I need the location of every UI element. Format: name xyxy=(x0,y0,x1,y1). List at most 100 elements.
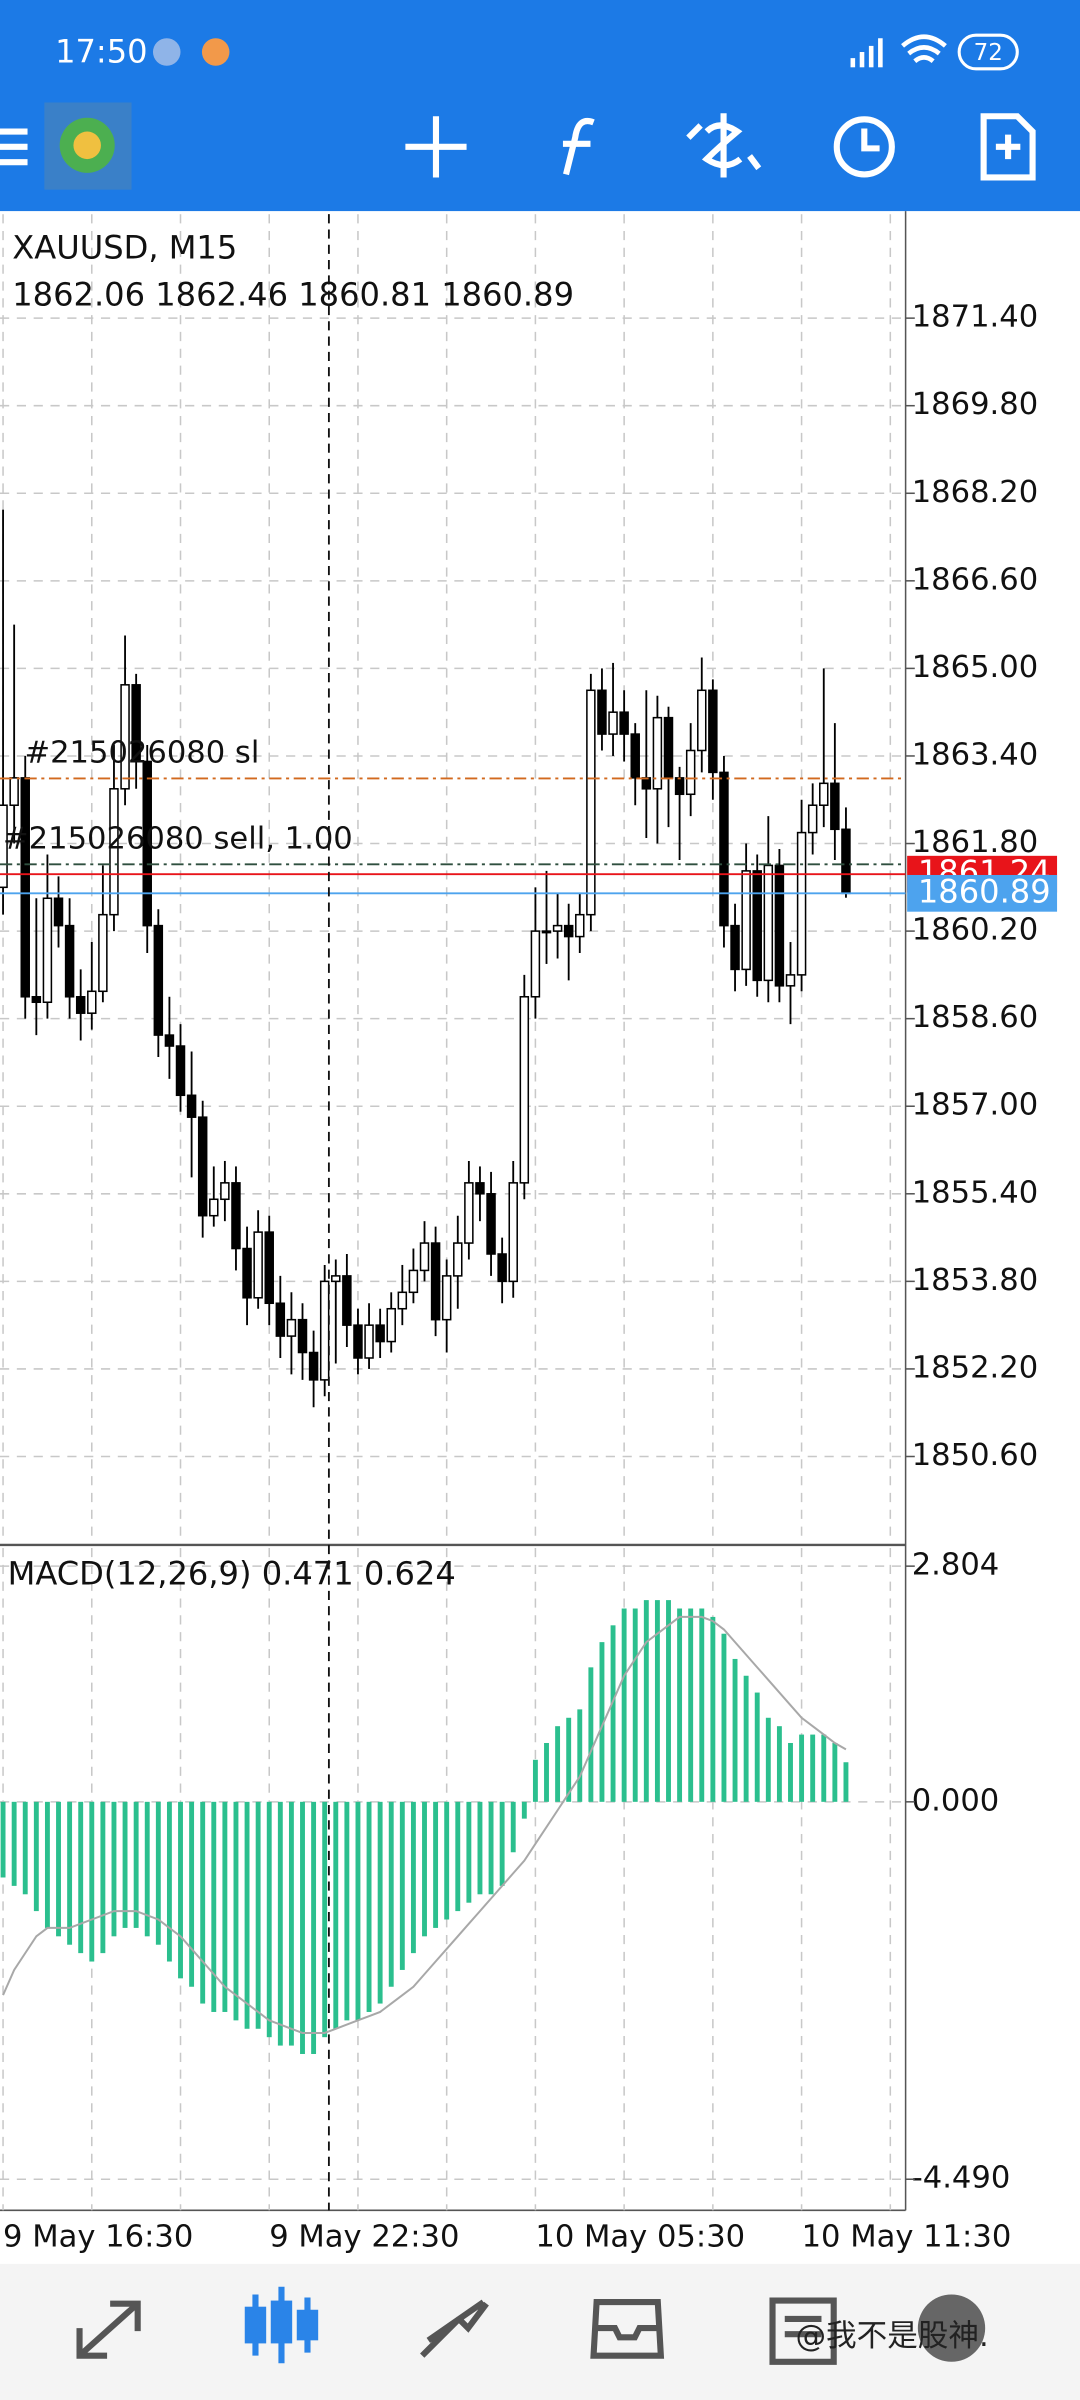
macd-bar xyxy=(422,1801,427,1937)
macd-bar xyxy=(765,1717,771,1802)
macd-bar xyxy=(266,1801,272,2038)
status-time: 17:50 xyxy=(55,33,148,71)
messages-tab[interactable] xyxy=(917,2294,986,2362)
candle-body xyxy=(697,689,707,752)
macd-bar xyxy=(399,1801,405,1970)
battery-icon xyxy=(957,33,1019,71)
candle-body xyxy=(175,1045,186,1097)
macd-bar xyxy=(244,1801,250,2029)
macd-bar xyxy=(577,1709,583,1802)
macd-bar xyxy=(610,1625,616,1802)
candle-body xyxy=(674,777,685,796)
y-tick-label: 1857.00 xyxy=(912,1088,1038,1123)
y-tick-label: 1869.80 xyxy=(912,387,1038,422)
y-tick-label: -4.490 xyxy=(912,2161,1011,2196)
candle-body xyxy=(9,777,19,806)
candle-body xyxy=(796,831,807,976)
candle-body xyxy=(31,996,42,1004)
candle-body xyxy=(830,782,840,831)
candle-body xyxy=(331,1275,341,1283)
macd-bar xyxy=(333,1801,339,2029)
candle-body xyxy=(508,1182,518,1283)
candle-body xyxy=(630,733,640,779)
candle-body xyxy=(497,1253,507,1283)
order-label: #215026080 sell, 1.00 xyxy=(3,821,353,856)
macd-bar xyxy=(799,1734,805,1802)
macd-bar xyxy=(155,1801,161,1945)
candle-body xyxy=(441,1275,452,1321)
candle-body xyxy=(53,897,64,927)
macd-bar xyxy=(466,1801,472,1903)
macd-bar xyxy=(67,1801,73,1945)
candle-body xyxy=(64,924,75,998)
chart-title: XAUUSD, M15 xyxy=(12,228,237,266)
trade-tab[interactable] xyxy=(420,2299,489,2358)
macd-bar xyxy=(499,1801,505,1886)
macd-bar xyxy=(599,1642,605,1802)
macd-bar xyxy=(255,1801,261,2029)
crosshair-button[interactable] xyxy=(405,116,467,178)
status-icon xyxy=(201,38,230,66)
macd-bar xyxy=(222,1801,228,2012)
macd-bar xyxy=(311,1801,317,2054)
macd-bar xyxy=(100,1801,106,1954)
indicators-button[interactable] xyxy=(562,117,595,176)
macd-bar xyxy=(555,1726,561,1802)
macd-title: MACD(12,26,9) 0.471 0.624 xyxy=(8,1555,456,1593)
candle-body xyxy=(597,689,607,735)
y-tick-label: 1866.60 xyxy=(912,562,1038,597)
macd-bar xyxy=(732,1658,738,1802)
trade-button[interactable] xyxy=(686,113,762,178)
candle-body xyxy=(685,749,696,796)
candle-body xyxy=(774,864,785,987)
candle-body xyxy=(641,777,652,790)
candle-body xyxy=(708,689,718,774)
new-order-button[interactable] xyxy=(980,113,1036,181)
candle-body xyxy=(652,716,663,790)
candle-body xyxy=(807,804,818,834)
candle-body xyxy=(741,870,751,971)
y-tick-label: 1861.80 xyxy=(912,825,1038,860)
macd-bar xyxy=(632,1608,638,1802)
macd-bar xyxy=(344,1801,350,2021)
quotes-tab[interactable] xyxy=(76,2300,141,2359)
journal-tab[interactable] xyxy=(769,2297,837,2365)
macd-bar xyxy=(355,1801,361,2021)
macd-bar xyxy=(721,1633,727,1802)
history-button[interactable] xyxy=(833,116,895,178)
candle-body xyxy=(608,711,618,735)
menu-button[interactable] xyxy=(0,128,28,166)
macd-bar xyxy=(44,1801,50,1928)
macd-bar xyxy=(455,1801,461,1912)
macd-bar xyxy=(366,1801,372,2012)
macd-bar xyxy=(643,1600,649,1802)
macd-bar xyxy=(233,1801,239,2021)
x-tick-label: 10 May 11:30 xyxy=(802,2219,1012,2254)
candle-body xyxy=(308,1351,319,1381)
candle-body xyxy=(153,924,164,1036)
candle-body xyxy=(763,864,774,982)
candle-body xyxy=(841,828,851,895)
macd-bar xyxy=(832,1742,838,1802)
wifi-icon xyxy=(901,34,947,64)
candle-body xyxy=(197,1116,208,1217)
macd-bar xyxy=(89,1801,95,1962)
candle-body xyxy=(475,1182,485,1195)
candle-body xyxy=(586,689,596,916)
candle-body xyxy=(75,996,86,1014)
candle-body xyxy=(0,804,8,889)
candle-body xyxy=(275,1302,286,1337)
chart-tab[interactable] xyxy=(244,2286,319,2364)
history-tab[interactable] xyxy=(590,2299,665,2359)
candle-body xyxy=(164,1034,175,1047)
chart-subtitle: 1862.06 1862.46 1860.81 1860.89 xyxy=(12,276,574,314)
macd-bar xyxy=(200,1801,206,2004)
candle-body xyxy=(719,771,729,927)
y-tick-label: 2.804 xyxy=(912,1548,1000,1583)
candle-body xyxy=(375,1324,385,1343)
macd-bar xyxy=(588,1667,594,1802)
candle-body xyxy=(563,924,574,938)
x-tick-label: 10 May 05:30 xyxy=(535,2219,745,2254)
order-label: #215026080 sl xyxy=(24,735,259,770)
